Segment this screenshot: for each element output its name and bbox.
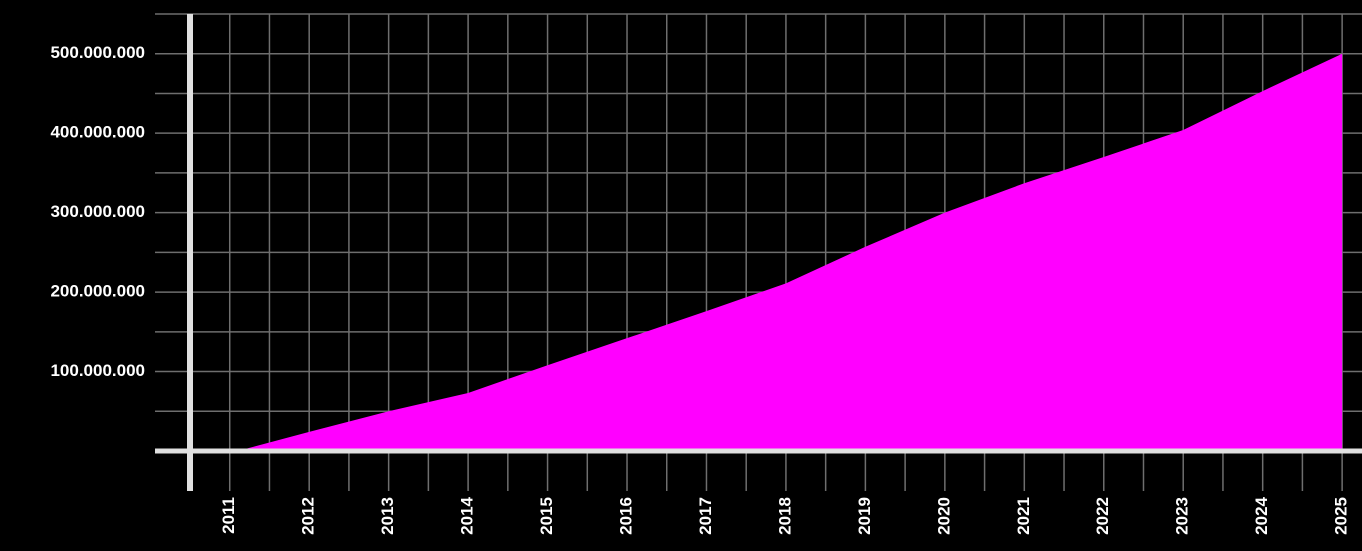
x-tick-label: 2023: [1173, 497, 1192, 535]
x-tick-label: 2013: [378, 497, 397, 535]
x-tick-label: 2018: [775, 497, 794, 535]
y-tick-label: 200.000.000: [50, 282, 145, 301]
y-tick-label: 300.000.000: [50, 202, 145, 221]
area: [237, 53, 1343, 452]
x-tick-label: 2022: [1093, 497, 1112, 535]
x-tick-label: 2021: [1014, 497, 1033, 535]
x-tick-label: 2020: [934, 497, 953, 535]
x-tick-label: 2015: [537, 497, 556, 535]
x-tick-label: 2014: [458, 496, 477, 534]
x-tick-label: 2011: [219, 497, 238, 534]
x-tick-label: 2012: [299, 497, 318, 535]
x-tick-label: 2025: [1332, 497, 1351, 535]
y-tick-label: 500.000.000: [50, 43, 145, 62]
x-tick-label: 2024: [1252, 496, 1271, 534]
y-tick-label: 400.000.000: [50, 123, 145, 142]
x-tick-label: 2016: [617, 497, 636, 535]
x-tick-label: 2019: [855, 497, 874, 535]
y-tick-label: 100.000.000: [50, 361, 145, 380]
x-tick-label: 2017: [696, 497, 715, 535]
